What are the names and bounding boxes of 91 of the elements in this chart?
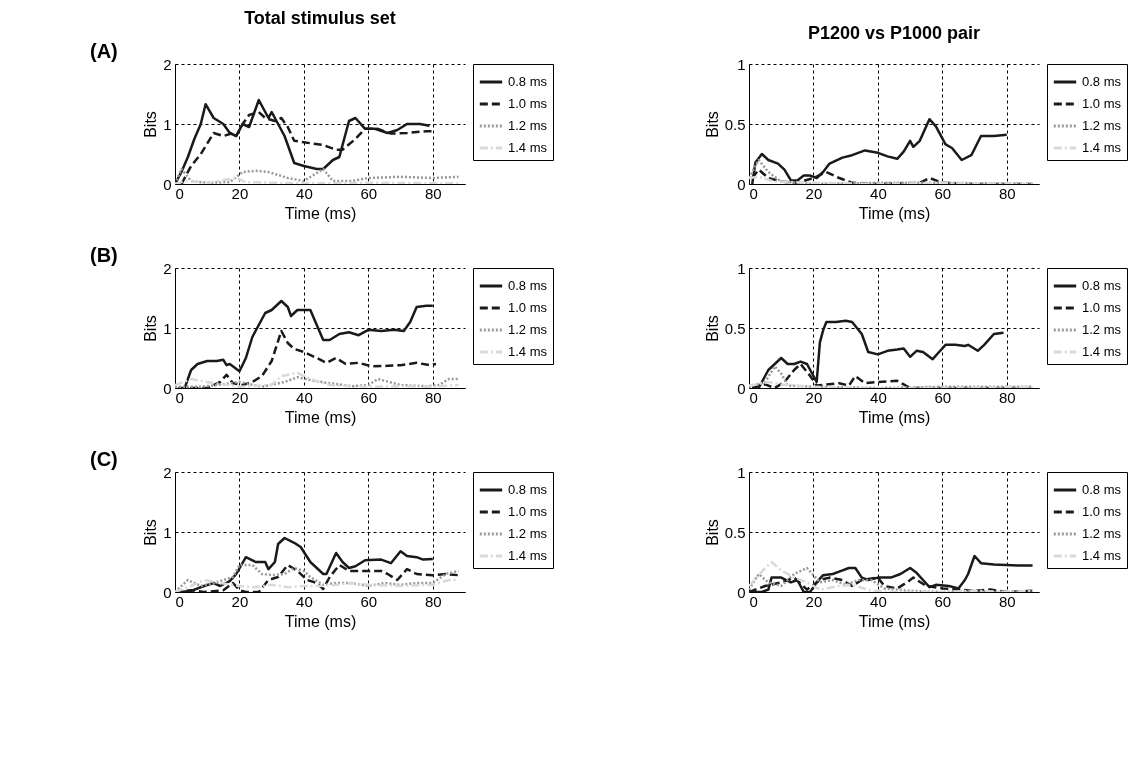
x-tick-label: 0 bbox=[749, 388, 758, 406]
legend-label: 0.8 ms bbox=[1082, 74, 1122, 89]
line-series bbox=[749, 158, 1034, 184]
x-tick-label: 0 bbox=[749, 184, 758, 202]
legend-label: 1.0 ms bbox=[1082, 504, 1122, 519]
x-tick-label: 40 bbox=[296, 388, 313, 406]
legend-label: 0.8 ms bbox=[1082, 278, 1122, 293]
x-tick-label: 20 bbox=[805, 184, 823, 202]
y-tick-label: 2 bbox=[163, 259, 172, 277]
legend-label: 1.0 ms bbox=[508, 96, 548, 111]
x-tick-label: 40 bbox=[870, 184, 887, 202]
x-tick-label: 60 bbox=[934, 184, 952, 202]
x-axis-title: Time (ms) bbox=[858, 408, 931, 426]
text: (C) bbox=[90, 448, 118, 470]
y-axis-title: Bits bbox=[142, 315, 160, 342]
legend-label: 1.2 ms bbox=[1082, 322, 1122, 337]
x-tick-label: 80 bbox=[424, 184, 442, 202]
x-tick-label: 60 bbox=[934, 592, 952, 610]
legend-label: 1.0 ms bbox=[508, 504, 548, 519]
line-series bbox=[175, 375, 460, 388]
y-tick-label: 2 bbox=[163, 55, 172, 73]
legend-label: 1.4 ms bbox=[1082, 344, 1122, 359]
x-tick-label: 20 bbox=[805, 388, 823, 406]
line-series bbox=[175, 167, 460, 184]
x-tick-label: 80 bbox=[424, 592, 442, 610]
x-tick-label: 20 bbox=[231, 184, 249, 202]
y-tick-label: 1 bbox=[737, 55, 746, 73]
legend-label: 1.2 ms bbox=[508, 526, 548, 541]
x-axis-title: Time (ms) bbox=[858, 612, 931, 630]
text: (B) bbox=[90, 244, 118, 266]
x-tick-label: 20 bbox=[231, 388, 249, 406]
x-tick-label: 60 bbox=[360, 592, 378, 610]
line-series bbox=[749, 566, 1034, 592]
x-tick-label: 0 bbox=[749, 592, 758, 610]
text: (A) bbox=[90, 40, 118, 62]
legend-label: 1.4 ms bbox=[508, 140, 548, 155]
x-tick-label: 80 bbox=[998, 592, 1016, 610]
x-tick-label: 20 bbox=[805, 592, 823, 610]
legend-label: 1.4 ms bbox=[508, 548, 548, 563]
y-axis-title: Bits bbox=[703, 315, 721, 342]
y-axis-title: Bits bbox=[703, 519, 721, 546]
y-tick-label: 0.5 bbox=[724, 115, 746, 133]
legend-label: 1.2 ms bbox=[508, 322, 548, 337]
legend-label: 1.0 ms bbox=[508, 300, 548, 315]
x-tick-label: 60 bbox=[934, 388, 952, 406]
line-series bbox=[175, 371, 460, 388]
legend-label: 1.4 ms bbox=[508, 344, 548, 359]
legend-label: 1.0 ms bbox=[1082, 300, 1122, 315]
x-tick-label: 40 bbox=[870, 592, 887, 610]
y-tick-label: 2 bbox=[163, 463, 172, 481]
chart-title: P1200 vs P1000 pair bbox=[807, 23, 981, 43]
x-tick-label: 0 bbox=[175, 592, 184, 610]
x-tick-label: 40 bbox=[296, 184, 313, 202]
legend-label: 1.4 ms bbox=[1082, 548, 1122, 563]
legend-label: 1.2 ms bbox=[1082, 118, 1122, 133]
x-axis-title: Time (ms) bbox=[284, 408, 357, 426]
x-tick-label: 60 bbox=[360, 388, 378, 406]
x-tick-label: 80 bbox=[998, 184, 1016, 202]
x-tick-label: 0 bbox=[175, 388, 184, 406]
y-tick-label: 0.5 bbox=[724, 523, 746, 541]
y-tick-label: 1 bbox=[163, 115, 172, 133]
y-tick-label: 1 bbox=[737, 259, 746, 277]
x-axis-title: Time (ms) bbox=[858, 204, 931, 222]
y-tick-label: 1 bbox=[737, 463, 746, 481]
y-tick-label: 0.5 bbox=[724, 319, 746, 337]
y-tick-label: 1 bbox=[163, 319, 172, 337]
x-tick-label: 40 bbox=[296, 592, 313, 610]
x-tick-label: 0 bbox=[175, 184, 184, 202]
legend-label: 1.2 ms bbox=[1082, 526, 1122, 541]
legend-label: 1.0 ms bbox=[1082, 96, 1122, 111]
line-series bbox=[749, 175, 1034, 184]
x-tick-label: 80 bbox=[424, 388, 442, 406]
y-axis-title: Bits bbox=[142, 111, 160, 138]
x-tick-label: 20 bbox=[231, 592, 249, 610]
legend-label: 0.8 ms bbox=[508, 74, 548, 89]
line-series bbox=[175, 98, 431, 184]
legend-label: 1.4 ms bbox=[1082, 140, 1122, 155]
legend-label: 1.2 ms bbox=[508, 118, 548, 133]
x-axis-title: Time (ms) bbox=[284, 612, 357, 630]
x-tick-label: 80 bbox=[998, 388, 1016, 406]
x-axis-title: Time (ms) bbox=[284, 204, 357, 222]
x-tick-label: 60 bbox=[360, 184, 378, 202]
chart-title: Total stimulus set bbox=[244, 8, 396, 28]
y-axis-title: Bits bbox=[703, 111, 721, 138]
y-axis-title: Bits bbox=[142, 519, 160, 546]
x-tick-label: 40 bbox=[870, 388, 887, 406]
legend-label: 0.8 ms bbox=[508, 482, 548, 497]
legend-label: 0.8 ms bbox=[508, 278, 548, 293]
line-series bbox=[749, 380, 1034, 388]
legend-label: 0.8 ms bbox=[1082, 482, 1122, 497]
y-tick-label: 1 bbox=[163, 523, 172, 541]
